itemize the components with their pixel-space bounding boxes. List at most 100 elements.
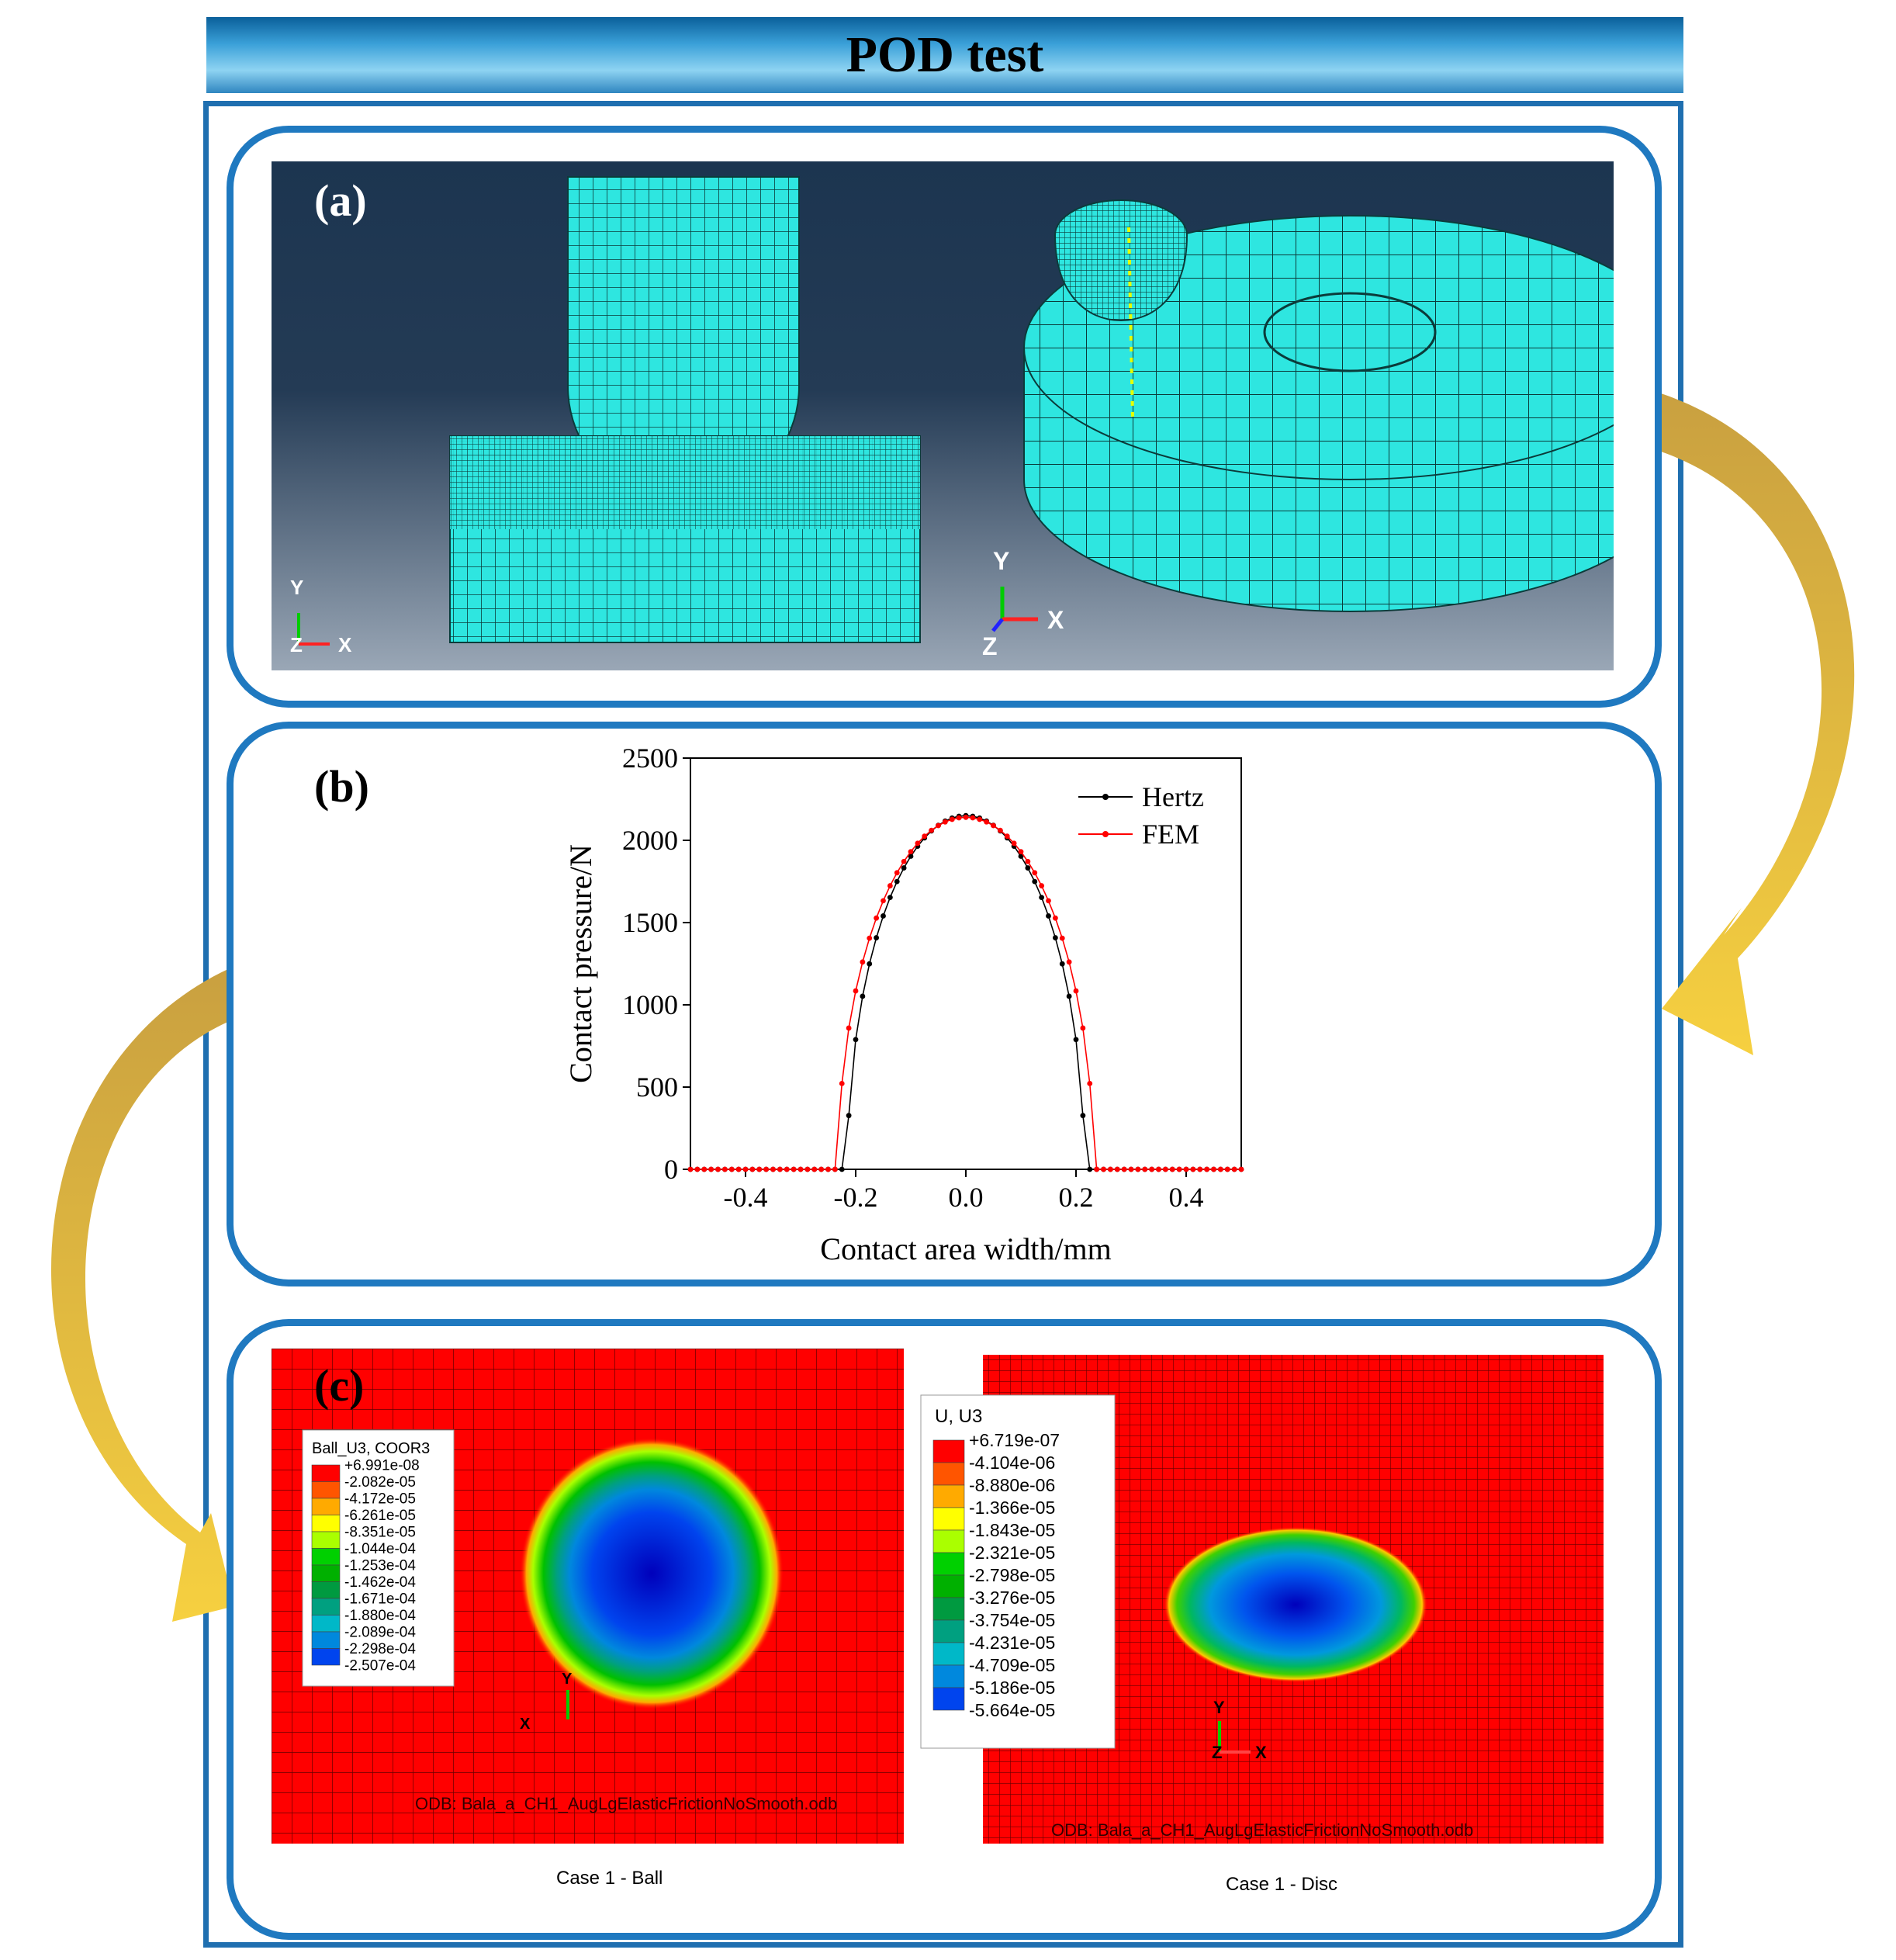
data-point-fem — [949, 816, 955, 822]
legend-color-swatch — [311, 1598, 341, 1615]
data-point-fem — [1128, 1166, 1134, 1172]
ball-mesh-3d — [1054, 199, 1188, 322]
panel-b-label: (b) — [314, 761, 369, 812]
legend-value: -2.507e-04 — [344, 1658, 416, 1674]
legend-value: -1.671e-04 — [344, 1591, 416, 1608]
y-tick-label: 500 — [636, 1072, 678, 1103]
data-point-fem — [1156, 1166, 1161, 1172]
legend-color-swatch — [932, 1484, 965, 1508]
data-point-fem — [832, 1166, 838, 1172]
data-point-hertz — [881, 913, 886, 919]
data-point-fem — [839, 1080, 845, 1086]
panel-c-label: (c) — [314, 1360, 365, 1411]
data-point-hertz — [1052, 935, 1058, 940]
data-point-fem — [853, 988, 859, 994]
legend-color-swatch — [932, 1552, 965, 1576]
x-tick-label: 0.0 — [949, 1182, 984, 1213]
legend-value: -1.462e-04 — [344, 1574, 416, 1591]
right-axis-y: Y — [993, 547, 1009, 575]
data-point-fem — [721, 1166, 728, 1172]
series-line-hertz — [690, 815, 1241, 1170]
legend-value: +6.719e-07 — [969, 1430, 1060, 1450]
legend-value: -3.276e-05 — [969, 1588, 1055, 1608]
panel-a-mesh-images: Y X Z Y X Z — [272, 161, 1614, 670]
legend-value: -2.089e-04 — [344, 1625, 416, 1641]
data-point-fem — [956, 815, 962, 821]
data-point-fem — [1052, 915, 1058, 921]
legend-color-swatch — [311, 1648, 341, 1666]
data-point-fem — [749, 1166, 756, 1172]
panel-a-label: (a) — [314, 175, 367, 226]
legend-color-swatch — [311, 1515, 341, 1532]
y-tick-label: 2000 — [622, 825, 678, 856]
data-point-hertz — [874, 935, 880, 940]
data-point-hertz — [867, 961, 873, 967]
data-point-fem — [1107, 1166, 1113, 1172]
legend-value: -1.044e-04 — [344, 1541, 416, 1557]
data-point-fem — [1121, 1166, 1127, 1172]
left-axis-x: X — [338, 633, 352, 656]
legend-label-hertz: Hertz — [1142, 781, 1204, 812]
data-point-hertz — [1032, 878, 1038, 885]
data-point-fem — [1238, 1166, 1244, 1172]
legend-value: -2.082e-05 — [344, 1474, 416, 1491]
legend-color-swatch — [932, 1574, 965, 1598]
series-line-fem — [690, 816, 1241, 1170]
data-point-fem — [908, 849, 914, 855]
x-tick-label: 0.4 — [1169, 1182, 1204, 1213]
data-point-fem — [1135, 1166, 1141, 1172]
arrow-a-to-b — [1656, 392, 1855, 1055]
data-point-hertz — [887, 895, 893, 900]
data-point-fem — [728, 1166, 735, 1172]
legend-value: -2.798e-05 — [969, 1565, 1055, 1585]
data-point-fem — [818, 1166, 825, 1172]
data-point-fem — [777, 1166, 783, 1172]
data-point-fem — [901, 858, 907, 864]
data-point-fem — [997, 827, 1003, 833]
legend-color-swatch — [932, 1642, 965, 1666]
data-point-fem — [1149, 1166, 1155, 1172]
data-point-fem — [929, 827, 935, 833]
legend-color-swatch — [932, 1439, 965, 1463]
legend-value: -1.843e-05 — [969, 1520, 1055, 1540]
legend-value: -8.351e-05 — [344, 1525, 416, 1541]
data-point-hertz — [908, 854, 914, 859]
data-point-hertz — [1059, 961, 1065, 967]
legend-value: -8.880e-06 — [969, 1475, 1055, 1495]
data-point-fem — [881, 898, 886, 904]
data-point-fem — [846, 1025, 852, 1031]
x-tick-label: 0.2 — [1059, 1182, 1094, 1213]
data-point-hertz — [860, 993, 866, 999]
data-point-fem — [811, 1166, 818, 1172]
legend-marker-hertz — [1102, 794, 1109, 800]
x-tick-label: -0.2 — [834, 1182, 878, 1213]
data-point-fem — [936, 822, 941, 829]
disc-legend-title: U, U3 — [935, 1406, 982, 1427]
x-axis-label: Contact area width/mm — [820, 1231, 1111, 1266]
legend-marker-fem — [1102, 831, 1109, 837]
data-point-hertz — [839, 1166, 845, 1172]
data-point-fem — [984, 819, 990, 825]
data-point-hertz — [853, 1037, 859, 1043]
data-point-fem — [1231, 1166, 1237, 1172]
y-tick-label: 1500 — [622, 907, 678, 938]
disc-axis-y: Y — [1213, 1698, 1225, 1717]
legend-color-swatch — [311, 1464, 341, 1482]
legend-color-swatch — [932, 1529, 965, 1553]
data-point-fem — [708, 1166, 714, 1172]
data-point-fem — [991, 822, 996, 829]
data-point-fem — [701, 1166, 708, 1172]
legend-value: -1.366e-05 — [969, 1498, 1055, 1518]
data-point-hertz — [1080, 1113, 1086, 1119]
data-point-fem — [1176, 1166, 1182, 1172]
data-point-fem — [735, 1166, 742, 1172]
data-point-fem — [867, 935, 873, 941]
legend-value: -2.321e-05 — [969, 1543, 1055, 1563]
legend-color-swatch — [932, 1597, 965, 1621]
legend-color-swatch — [311, 1581, 341, 1599]
data-point-hertz — [1087, 1166, 1093, 1172]
y-tick-label: 0 — [664, 1154, 678, 1185]
legend-value: -6.261e-05 — [344, 1508, 416, 1524]
data-point-fem — [1032, 870, 1038, 876]
